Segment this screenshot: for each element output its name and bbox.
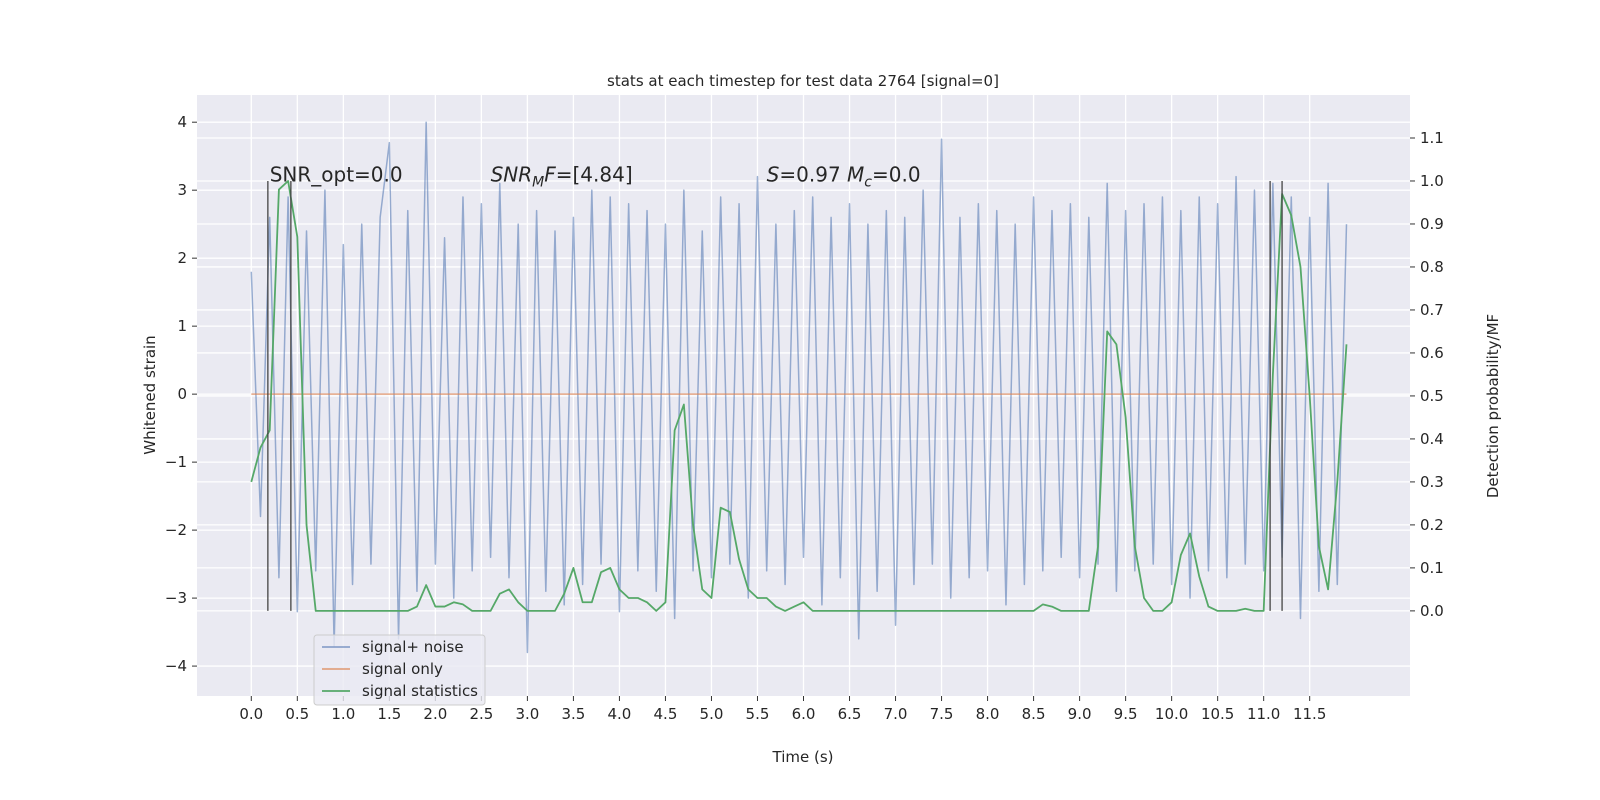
y2-tick-label: 0.0	[1420, 602, 1444, 620]
y2-tick-label: 0.4	[1420, 430, 1444, 448]
y-tick-label: −1	[165, 453, 187, 471]
y-tick-label: 3	[177, 181, 187, 199]
annotation: SNR_opt=0.0	[270, 162, 403, 186]
x-tick-label: 8.5	[1022, 705, 1046, 723]
x-tick-label: 6.0	[792, 705, 816, 723]
x-tick-label: 6.5	[838, 705, 862, 723]
annotation-part: =0.0	[872, 162, 921, 186]
annotation-part: M	[532, 174, 544, 190]
annotation: S=0.97 Mc=0.0	[767, 162, 921, 190]
chart-title: stats at each timestep for test data 276…	[607, 72, 999, 90]
y2-tick-label: 0.2	[1420, 516, 1444, 534]
x-tick-label: 1.5	[377, 705, 401, 723]
x-axis-label: Time (s)	[772, 748, 834, 766]
x-tick-label: 11.5	[1293, 705, 1326, 723]
x-tick-label: 4.0	[608, 705, 632, 723]
y-tick-label: −3	[165, 589, 187, 607]
x-tick-label: 8.0	[976, 705, 1000, 723]
y-tick-label: 2	[177, 249, 187, 267]
y2-tick-label: 0.5	[1420, 387, 1444, 405]
y-tick-label: 0	[177, 385, 187, 403]
annotation-part: S	[767, 162, 780, 186]
y-tick-label: 1	[177, 317, 187, 335]
annotation-part: =[4.84]	[556, 162, 633, 186]
x-tick-label: 4.5	[654, 705, 678, 723]
x-tick-label: 1.0	[331, 705, 355, 723]
x-tick-label: 3.0	[515, 705, 539, 723]
annotation-part: SNR	[491, 162, 533, 186]
annotation-part: =0.97	[779, 162, 847, 186]
y-axis-label: Whitened strain	[141, 335, 159, 454]
annotation-part: c	[864, 174, 872, 190]
x-tick-label: 5.0	[700, 705, 724, 723]
x-tick-label: 0.0	[239, 705, 263, 723]
y2-axis-label: Detection probability/MF	[1484, 314, 1502, 498]
x-tick-label: 10.5	[1201, 705, 1234, 723]
x-tick-label: 0.5	[285, 705, 309, 723]
x-tick-label: 11.0	[1247, 705, 1280, 723]
x-tick-label: 3.5	[561, 705, 585, 723]
x-tick-label: 9.0	[1068, 705, 1092, 723]
annotation-part: M	[847, 162, 864, 186]
annotation-part: SNR_opt=0.0	[270, 162, 403, 186]
legend-label: signal only	[362, 660, 443, 678]
y2-tick-label: 1.0	[1420, 172, 1444, 190]
x-tick-label: 10.0	[1155, 705, 1188, 723]
x-tick-label: 7.5	[930, 705, 954, 723]
x-tick-label: 2.5	[469, 705, 493, 723]
legend-label: signal statistics	[362, 682, 478, 700]
annotation-part: F	[544, 162, 556, 186]
legend-label: signal+ noise	[362, 638, 464, 656]
x-tick-label: 9.5	[1114, 705, 1138, 723]
y2-tick-label: 0.8	[1420, 258, 1444, 276]
y2-tick-label: 0.1	[1420, 559, 1444, 577]
legend-box	[313, 634, 486, 706]
y2-tick-label: 0.3	[1420, 473, 1444, 491]
x-tick-label: 7.0	[884, 705, 908, 723]
x-tick-label: 2.0	[423, 705, 447, 723]
y2-tick-label: 0.9	[1420, 215, 1444, 233]
y-tick-label: −2	[165, 521, 187, 539]
y-tick-label: 4	[177, 113, 187, 131]
annotation: SNRMF=[4.84]	[491, 162, 633, 190]
y-tick-label: −4	[165, 657, 187, 675]
y2-tick-label: 0.6	[1420, 344, 1444, 362]
series-line	[250, 121, 1348, 654]
y2-tick-label: 0.7	[1420, 301, 1444, 319]
series-line	[250, 180, 1348, 612]
y2-tick-label: 1.1	[1420, 129, 1444, 147]
x-tick-label: 5.5	[746, 705, 770, 723]
